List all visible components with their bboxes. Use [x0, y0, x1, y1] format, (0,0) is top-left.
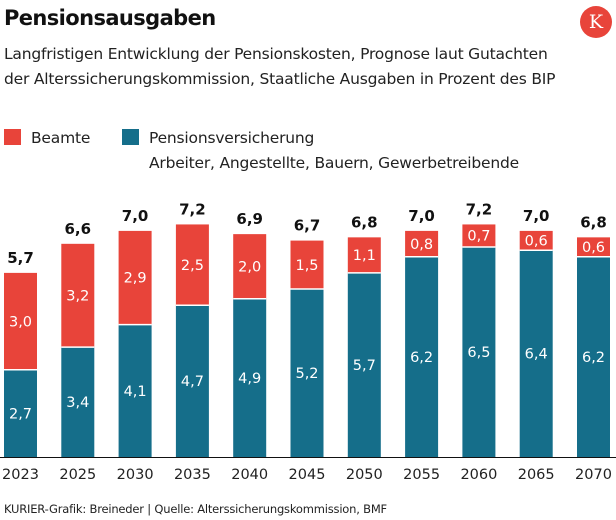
x-tick-label-2025: 2025: [59, 467, 96, 483]
label-pensionsversicherung-2035: 4,7: [181, 374, 204, 390]
bar-beamte-2030: [118, 230, 152, 325]
stacked-bar-chart: 2,7 3,0 5,7 2023 3,4 3,2 6,6 2025 4,1 2,9 7,0 2030 4…: [0, 200, 616, 483]
x-tick-label-2035: 2035: [174, 467, 211, 483]
legend-sublabel-pensionsversicherung: Arbeiter, Angestellte, Bauern, Gewerbetr…: [149, 154, 519, 172]
label-pensionsversicherung-2050: 5,7: [353, 358, 376, 374]
x-tick-label-2040: 2040: [231, 467, 268, 483]
label-pensionsversicherung-2055: 6,2: [410, 350, 433, 366]
chart-subtitle: Langfristigen Entwicklung der Pensionsko…: [4, 42, 574, 92]
label-total-2045: 6,7: [294, 217, 321, 235]
label-total-2055: 7,0: [408, 207, 435, 225]
label-pensionsversicherung-2065: 6,4: [525, 347, 548, 363]
label-beamte-2065: 0,6: [525, 234, 548, 250]
label-beamte-2035: 2,5: [181, 258, 204, 274]
bar-pensionsversicherung-2050: [347, 272, 381, 457]
label-total-2050: 6,8: [351, 213, 378, 231]
x-tick-label-2023: 2023: [2, 467, 39, 483]
bar-pensionsversicherung-2060: [462, 247, 496, 457]
label-pensionsversicherung-2060: 6,5: [467, 345, 490, 361]
label-pensionsversicherung-2070: 6,2: [582, 350, 605, 366]
legend-label-pensionsversicherung: Pensionsversicherung: [149, 129, 315, 147]
label-beamte-2050: 1,1: [353, 248, 376, 264]
x-tick-label-2060: 2060: [460, 467, 497, 483]
bar-beamte-2035: [175, 224, 209, 306]
x-tick-label-2055: 2055: [403, 467, 440, 483]
kurier-logo-icon: K: [580, 6, 612, 38]
bar-pensionsversicherung-2025: [61, 347, 95, 457]
label-total-2030: 7,0: [122, 207, 149, 225]
label-pensionsversicherung-2025: 3,4: [66, 395, 89, 411]
legend-swatch-beamte: [4, 129, 21, 145]
label-pensionsversicherung-2040: 4,9: [238, 371, 261, 387]
legend-item-beamte: Beamte: [4, 126, 90, 151]
label-beamte-2025: 3,2: [66, 289, 89, 305]
chart-title: Pensionsausgaben: [4, 6, 216, 30]
label-beamte-2070: 0,6: [582, 240, 605, 256]
bar-beamte-2065: [519, 230, 553, 251]
x-tick-label-2065: 2065: [518, 467, 555, 483]
label-beamte-2040: 2,0: [238, 259, 261, 275]
x-tick-label-2070: 2070: [575, 467, 612, 483]
bar-pensionsversicherung-2035: [175, 305, 209, 457]
label-beamte-2023: 3,0: [9, 314, 32, 330]
label-beamte-2030: 2,9: [124, 271, 147, 287]
x-tick-label-2030: 2030: [117, 467, 154, 483]
x-tick-label-2050: 2050: [346, 467, 383, 483]
bar-beamte-2055: [405, 230, 439, 257]
legend-label-beamte: Beamte: [31, 129, 91, 147]
bar-pensionsversicherung-2040: [233, 298, 267, 457]
bar-pensionsversicherung-2065: [519, 250, 553, 457]
label-pensionsversicherung-2030: 4,1: [124, 384, 147, 400]
bar-beamte-2045: [290, 240, 324, 290]
label-pensionsversicherung-2023: 2,7: [9, 406, 32, 422]
bar-beamte-2060: [462, 224, 496, 248]
label-pensionsversicherung-2045: 5,2: [295, 366, 318, 382]
label-total-2023: 5,7: [7, 249, 34, 267]
bar-beamte-2040: [233, 234, 267, 299]
label-total-2025: 6,6: [65, 220, 92, 238]
label-total-2060: 7,2: [466, 200, 493, 218]
label-beamte-2060: 0,7: [467, 229, 490, 245]
bar-pensionsversicherung-2055: [405, 256, 439, 457]
subtitle-line-1: Langfristigen Entwicklung der Pensionsko…: [4, 45, 548, 63]
bar-pensionsversicherung-2070: [577, 256, 610, 457]
label-total-2035: 7,2: [179, 200, 206, 218]
label-total-2040: 6,9: [236, 210, 263, 228]
label-beamte-2055: 0,8: [410, 237, 433, 253]
bar-pensionsversicherung-2045: [290, 289, 324, 457]
bar-pensionsversicherung-2023: [4, 369, 37, 457]
source-footer: KURIER-Grafik: Breineder | Quelle: Alter…: [4, 502, 387, 516]
label-total-2065: 7,0: [523, 207, 550, 225]
subtitle-line-2: der Alterssicherungskommission, Staatlic…: [4, 70, 556, 88]
legend-item-pensionsversicherung: Pensionsversicherung Arbeiter, Angestell…: [122, 126, 519, 176]
bar-beamte-2050: [347, 237, 381, 273]
bar-beamte-2025: [61, 243, 95, 348]
legend-swatch-pensionsversicherung: [122, 129, 139, 145]
bar-pensionsversicherung-2030: [118, 324, 152, 457]
bar-beamte-2023: [4, 272, 37, 370]
x-tick-label-2045: 2045: [289, 467, 326, 483]
bar-beamte-2070: [577, 237, 610, 257]
label-beamte-2045: 1,5: [295, 258, 318, 274]
label-total-2070: 6,8: [580, 213, 607, 231]
